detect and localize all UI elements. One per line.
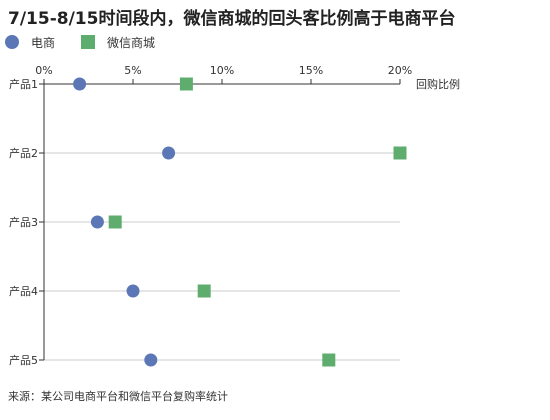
- source-note: 来源：某公司电商平台和微信平台复购率统计: [8, 390, 228, 403]
- point-wechat-mall[interactable]: [108, 215, 122, 229]
- y-tick-label: 产品2: [9, 146, 38, 160]
- y-tick-label: 产品1: [9, 77, 38, 91]
- legend-circle-marker: [5, 35, 19, 49]
- y-tick-label: 产品4: [9, 284, 38, 298]
- legend-item-wechat-mall[interactable]: 微信商城: [81, 34, 155, 51]
- point-wechat-mall[interactable]: [197, 284, 211, 298]
- x-tick-label: 20%: [388, 64, 412, 77]
- x-tick-label: 15%: [299, 64, 323, 77]
- point-ecommerce[interactable]: [162, 146, 176, 160]
- point-ecommerce[interactable]: [144, 353, 158, 367]
- x-tick-label: 0%: [35, 64, 52, 77]
- point-ecommerce[interactable]: [126, 284, 140, 298]
- point-wechat-mall[interactable]: [393, 146, 407, 160]
- x-tick-label: 5%: [124, 64, 141, 77]
- point-ecommerce[interactable]: [90, 215, 104, 229]
- point-wechat-mall[interactable]: [322, 353, 336, 367]
- point-ecommerce[interactable]: [73, 77, 87, 91]
- chart-title: 7/15-8/15时间段内，微信商城的回头客比例高于电商平台: [8, 9, 456, 29]
- legend-square-marker: [81, 35, 96, 49]
- x-tick-label: 10%: [210, 64, 234, 77]
- legend: 电商 微信商城: [5, 33, 181, 51]
- x-axis-title: 回购比例: [416, 77, 460, 91]
- y-tick-label: 产品3: [9, 215, 38, 229]
- legend-label-wechat-mall: 微信商城: [107, 35, 156, 50]
- legend-label-ecommerce: 电商: [31, 35, 56, 50]
- point-wechat-mall[interactable]: [179, 77, 193, 91]
- legend-item-ecommerce[interactable]: 电商: [5, 34, 55, 51]
- y-tick-label: 产品5: [9, 353, 38, 367]
